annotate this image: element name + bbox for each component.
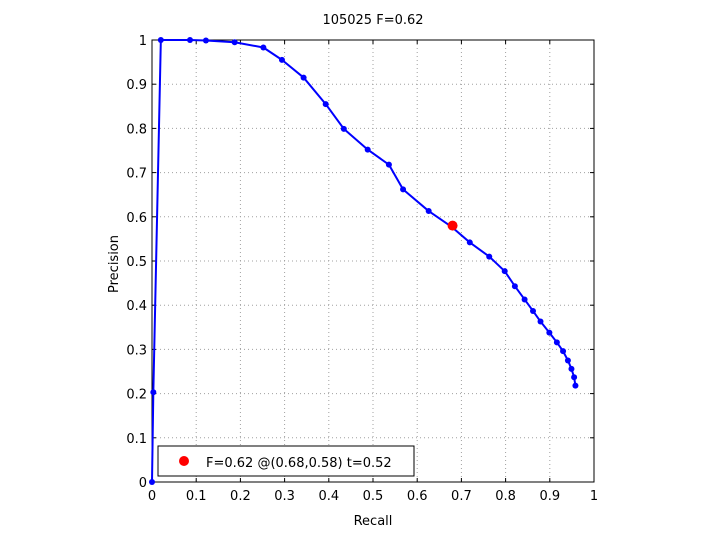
x-tick-label: 1 [590, 489, 598, 504]
pr-curve-point [466, 239, 473, 246]
x-axis-label: Recall [354, 514, 393, 529]
best-point-group [447, 220, 458, 231]
best-f-point [447, 220, 458, 231]
y-tick-label: 0.4 [126, 299, 147, 314]
pr-curve-point [571, 374, 578, 381]
chart-title: 105025 F=0.62 [322, 13, 423, 28]
pr-curve-point [400, 186, 407, 193]
legend: F=0.62 @(0.68,0.58) t=0.52 [157, 445, 415, 477]
pr-curve-point [149, 479, 155, 485]
pr-curve-point [260, 44, 267, 51]
y-tick-label: 0.1 [126, 432, 147, 447]
pr-curve-point [187, 37, 194, 43]
x-tick-label: 0.6 [407, 489, 428, 504]
y-tick-label: 0.3 [126, 343, 147, 358]
x-tick-label: 0 [148, 489, 156, 504]
grid-lines [152, 40, 594, 482]
x-tick-label: 0.3 [274, 489, 295, 504]
plot-frame [151, 39, 595, 483]
pr-curve-point [486, 253, 493, 260]
pr-curve-point [553, 339, 560, 346]
pr-curve-point [231, 39, 238, 46]
axis-ticks: 0 0.1 0.2 0.3 0.4 0.5 0.6 0.7 0.8 0.9 1 0 0.1 0.2 0.3 0… [126, 34, 598, 504]
series-group [149, 37, 579, 485]
pr-curve-point [340, 125, 347, 132]
pr-curve-point [521, 296, 528, 303]
pr-curve-point [530, 307, 537, 314]
y-tick-label: 0 [139, 476, 147, 491]
y-tick-label: 0.8 [126, 122, 147, 137]
x-tick-label: 0.1 [186, 489, 207, 504]
pr-curve-point [425, 208, 432, 215]
x-tick-label: 0.5 [363, 489, 384, 504]
y-tick-label: 0.9 [126, 78, 147, 93]
pr-curve-point [150, 389, 157, 396]
pr-curve-point [537, 318, 544, 325]
legend-box [157, 445, 415, 477]
y-tick-label: 0.6 [126, 211, 147, 226]
legend-marker [179, 456, 189, 466]
pr-curve-point [322, 101, 329, 108]
pr-curve-point [511, 283, 518, 290]
y-tick-label: 0.2 [126, 388, 147, 403]
x-tick-label: 0.9 [539, 489, 560, 504]
pr-curve-point [572, 382, 579, 389]
pr-curve-point [300, 74, 307, 81]
y-tick-label: 0.5 [126, 255, 147, 270]
pr-curve-point [202, 37, 209, 44]
x-tick-label: 0.8 [495, 489, 516, 504]
pr-curve-point [546, 329, 553, 336]
y-axis-label: Precision [107, 235, 122, 293]
y-tick-label: 0.7 [126, 167, 147, 182]
pr-curve-point [501, 268, 508, 275]
pr-curve-point [560, 348, 567, 355]
pr-curve-point [278, 56, 285, 63]
x-tick-label: 0.7 [451, 489, 472, 504]
x-tick-label: 0.2 [230, 489, 251, 504]
pr-curve-point [564, 357, 571, 364]
pr-curve-point [364, 146, 371, 153]
x-tick-label: 0.4 [318, 489, 339, 504]
pr-curve-point [568, 365, 575, 372]
pr-curve-point [385, 161, 392, 168]
pr-curve-point [157, 37, 164, 43]
y-tick-label: 1 [139, 34, 147, 49]
legend-label: F=0.62 @(0.68,0.58) t=0.52 [206, 456, 392, 471]
